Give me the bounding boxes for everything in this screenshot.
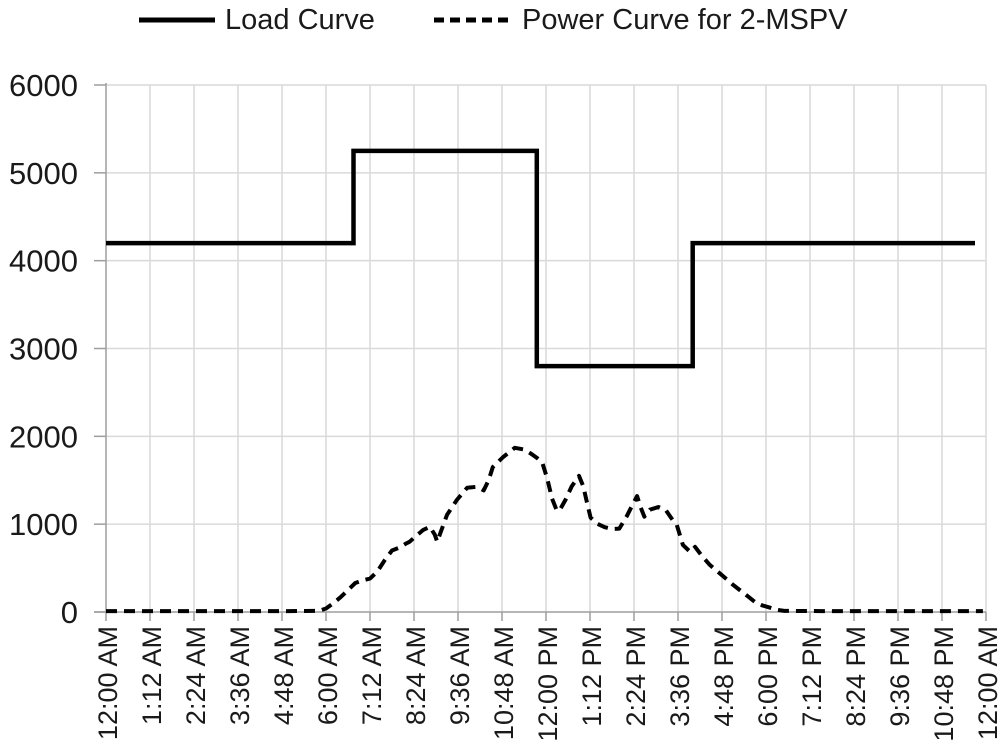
y-axis-label: 2000 <box>9 419 78 454</box>
x-axis-label: 3:36 AM <box>225 626 255 725</box>
y-axis-label: 0 <box>61 595 78 630</box>
x-axis-label: 7:12 AM <box>357 626 387 725</box>
legend-item-load-curve: Load Curve <box>138 2 375 38</box>
x-axis-label: 12:00 PM <box>533 626 563 742</box>
x-axis-label: 2:24 AM <box>181 626 211 725</box>
x-axis-label: 8:24 AM <box>401 626 431 725</box>
load-curve-line <box>106 148 975 369</box>
x-axis-label: 1:12 PM <box>577 626 607 727</box>
x-axis-label: 4:48 AM <box>269 626 299 725</box>
x-axis-label: 4:48 PM <box>709 626 739 727</box>
x-axis-label: 2:24 PM <box>621 626 651 727</box>
legend-label-load-curve: Load Curve <box>225 4 375 36</box>
x-axis-label: 7:12 PM <box>797 626 827 727</box>
x-axis-label: 9:36 PM <box>885 626 915 727</box>
y-axis-label: 5000 <box>9 156 78 191</box>
x-axis-label: 10:48 AM <box>489 626 519 740</box>
x-axis-label: 10:48 PM <box>929 626 959 742</box>
legend-item-power-curve: Power Curve for 2-MSPV <box>433 2 848 38</box>
y-axis-label: 6000 <box>9 68 78 103</box>
chart-legend: Load Curve Power Curve for 2-MSPV <box>0 0 1000 42</box>
y-axis-label: 1000 <box>9 507 78 542</box>
solid-line-icon <box>139 17 215 23</box>
y-axis-label: 3000 <box>9 332 78 367</box>
x-axis-label: 12:00 AM <box>93 626 123 740</box>
x-axis-label: 8:24 PM <box>841 626 871 727</box>
legend-label-power-curve: Power Curve for 2-MSPV <box>522 4 848 36</box>
dashed-line-icon <box>434 17 512 23</box>
x-axis-label: 3:36 PM <box>665 626 695 727</box>
x-axis-label: 9:36 AM <box>445 626 475 725</box>
x-axis-label: 6:00 PM <box>753 626 783 727</box>
power-curve-line <box>106 445 983 614</box>
y-axis-label: 4000 <box>9 244 78 279</box>
x-axis-label: 12:00 AM <box>973 626 1000 740</box>
x-axis-label: 6:00 AM <box>313 626 343 725</box>
x-axis-label: 1:12 AM <box>137 626 167 725</box>
